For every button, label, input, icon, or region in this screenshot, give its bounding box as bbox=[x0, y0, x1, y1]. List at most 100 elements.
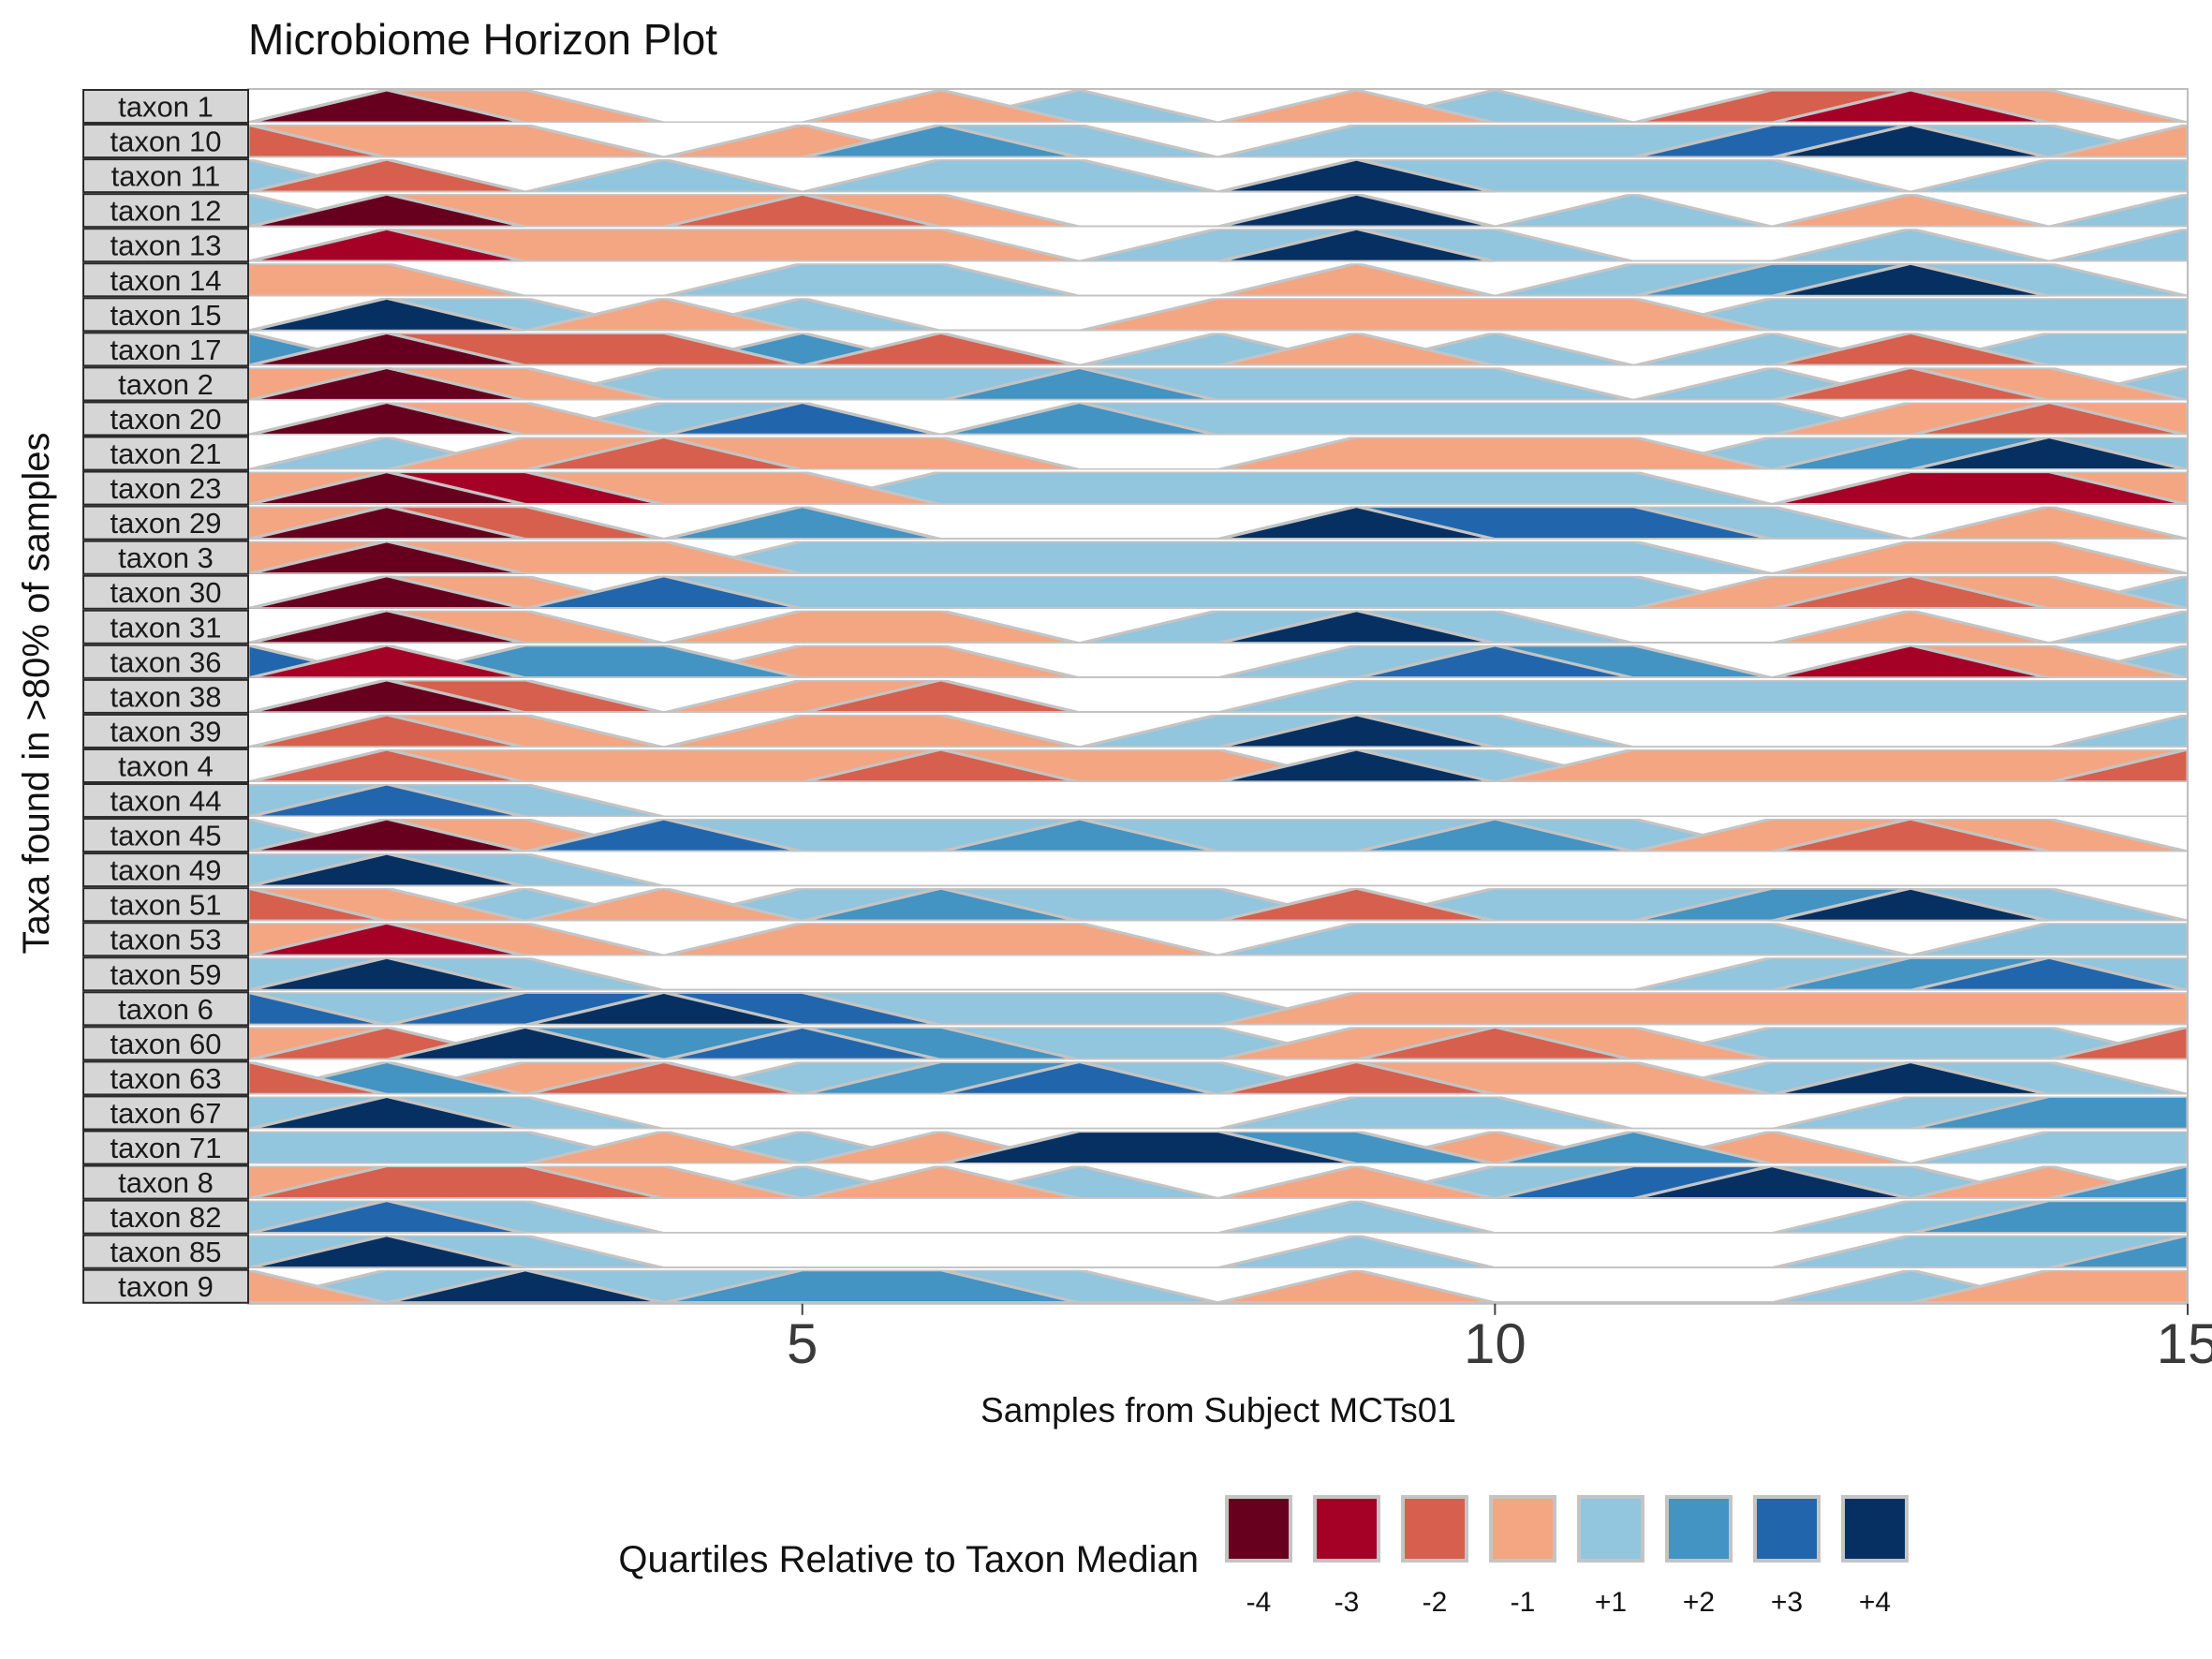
strip-taxon-17: taxon 17 bbox=[82, 332, 249, 367]
strip-label: taxon 15 bbox=[111, 299, 222, 332]
legend-swatch bbox=[1489, 1495, 1556, 1563]
strip-label: taxon 60 bbox=[111, 1028, 222, 1060]
panel-taxon-85 bbox=[248, 1235, 2188, 1268]
band-pos-3 bbox=[248, 644, 2188, 678]
strip-taxon-9: taxon 9 bbox=[82, 1268, 249, 1304]
band-pos-4 bbox=[248, 229, 2188, 262]
strip-taxon-51: taxon 51 bbox=[82, 887, 249, 923]
band-pos-4 bbox=[248, 992, 2188, 1026]
band-pos-4 bbox=[248, 125, 2188, 158]
panel-taxon-12 bbox=[248, 194, 2188, 228]
strip-taxon-11: taxon 11 bbox=[82, 158, 249, 194]
legend-entry: -4 bbox=[1225, 1495, 1292, 1618]
band-pos-3 bbox=[248, 819, 2188, 852]
legend-label: -4 bbox=[1246, 1587, 1272, 1618]
strip-label: taxon 29 bbox=[111, 507, 222, 540]
band-pos-2 bbox=[248, 644, 2188, 678]
band-pos-3 bbox=[248, 1200, 2188, 1234]
band-pos-4 bbox=[248, 263, 2188, 297]
strip-taxon-21: taxon 21 bbox=[82, 436, 249, 471]
band-neg-4 bbox=[248, 194, 2188, 228]
strip-taxon-20: taxon 20 bbox=[82, 401, 249, 437]
band-pos-4 bbox=[248, 159, 2188, 193]
strip-taxon-59: taxon 59 bbox=[82, 956, 249, 992]
panel-taxon-30 bbox=[248, 575, 2188, 609]
x-tick-label: 5 bbox=[787, 1312, 818, 1375]
strip-taxon-39: taxon 39 bbox=[82, 713, 249, 748]
strip-label: taxon 8 bbox=[118, 1166, 214, 1199]
strip-label: taxon 10 bbox=[111, 126, 222, 158]
legend-title: Quartiles Relative to Taxon Median bbox=[618, 1539, 1199, 1580]
panel-taxon-1 bbox=[248, 90, 2188, 124]
panel-taxon-38 bbox=[248, 679, 2188, 713]
strip-label: taxon 38 bbox=[111, 680, 222, 713]
band-neg-4 bbox=[248, 679, 2188, 713]
strip-taxon-12: taxon 12 bbox=[82, 193, 249, 229]
strip-label: taxon 36 bbox=[111, 645, 222, 678]
band-pos-4 bbox=[248, 1096, 2188, 1130]
legend-swatch bbox=[1577, 1495, 1644, 1563]
panel-taxon-14 bbox=[248, 263, 2188, 297]
band-neg-3 bbox=[248, 923, 2188, 956]
strip-taxon-2: taxon 2 bbox=[82, 366, 249, 402]
legend-entry: -1 bbox=[1489, 1495, 1556, 1618]
strip-taxon-4: taxon 4 bbox=[82, 748, 249, 784]
band-pos-4 bbox=[248, 506, 2188, 540]
panel-taxon-10 bbox=[248, 125, 2188, 158]
band-neg-4 bbox=[248, 610, 2188, 644]
x-tick-label: 10 bbox=[1464, 1312, 1526, 1375]
strip-label: taxon 14 bbox=[111, 264, 222, 297]
strip-taxon-23: taxon 23 bbox=[82, 470, 249, 506]
strip-taxon-60: taxon 60 bbox=[82, 1026, 249, 1061]
band-neg-4 bbox=[248, 367, 2188, 401]
band-pos-4 bbox=[248, 888, 2188, 922]
band-neg-4 bbox=[248, 90, 2188, 124]
strip-taxon-15: taxon 15 bbox=[82, 297, 249, 333]
legend-label: +4 bbox=[1859, 1587, 1891, 1618]
chart-title: Microbiome Horizon Plot bbox=[248, 15, 717, 64]
band-pos-1 bbox=[248, 957, 2188, 991]
panel-taxon-49 bbox=[248, 853, 2188, 887]
legend-label: -3 bbox=[1335, 1587, 1360, 1618]
panel-taxon-2 bbox=[248, 367, 2188, 401]
band-pos-4 bbox=[248, 1131, 2188, 1164]
legend-entry: +3 bbox=[1753, 1495, 1821, 1618]
strip-label: taxon 39 bbox=[111, 715, 222, 748]
legend-swatch bbox=[1313, 1495, 1380, 1563]
band-pos-4 bbox=[248, 748, 2188, 783]
band-pos-4 bbox=[248, 1027, 2188, 1060]
strip-taxon-30: taxon 30 bbox=[82, 574, 249, 610]
band-neg-2 bbox=[248, 437, 2188, 470]
band-neg-4 bbox=[248, 333, 2188, 366]
band-pos-4 bbox=[248, 714, 2188, 748]
strip-label: taxon 2 bbox=[118, 368, 214, 401]
band-neg-1 bbox=[248, 263, 2188, 297]
band-pos-1 bbox=[248, 471, 2188, 505]
panel-taxon-53 bbox=[248, 923, 2188, 956]
x-axis: 5 10 15 bbox=[787, 1303, 2212, 1375]
band-pos-4 bbox=[248, 1235, 2188, 1268]
legend-swatch bbox=[1753, 1495, 1821, 1563]
panel-taxon-39 bbox=[248, 714, 2188, 748]
panel-taxon-20 bbox=[248, 402, 2188, 436]
panel-taxon-8 bbox=[248, 1165, 2188, 1199]
strip-label: taxon 3 bbox=[118, 541, 214, 574]
strip-label: taxon 12 bbox=[111, 195, 222, 228]
band-pos-4 bbox=[248, 957, 2188, 991]
strip-label: taxon 51 bbox=[111, 889, 222, 922]
strip-label: taxon 1 bbox=[118, 91, 214, 124]
strip-label: taxon 45 bbox=[111, 820, 222, 852]
legend-entry: -2 bbox=[1401, 1495, 1468, 1618]
strip-label: taxon 4 bbox=[118, 749, 214, 782]
legend-label: +1 bbox=[1595, 1587, 1627, 1618]
panel-taxon-4 bbox=[248, 748, 2188, 783]
panel-taxon-44 bbox=[248, 784, 2188, 818]
band-pos-3 bbox=[248, 784, 2188, 818]
panel-taxon-9 bbox=[248, 1269, 2188, 1303]
strip-taxon-71: taxon 71 bbox=[82, 1130, 249, 1165]
panels bbox=[247, 88, 2189, 1305]
strip-label: taxon 53 bbox=[111, 924, 222, 956]
strip-taxon-53: taxon 53 bbox=[82, 922, 249, 957]
legend-label: +3 bbox=[1771, 1587, 1803, 1618]
